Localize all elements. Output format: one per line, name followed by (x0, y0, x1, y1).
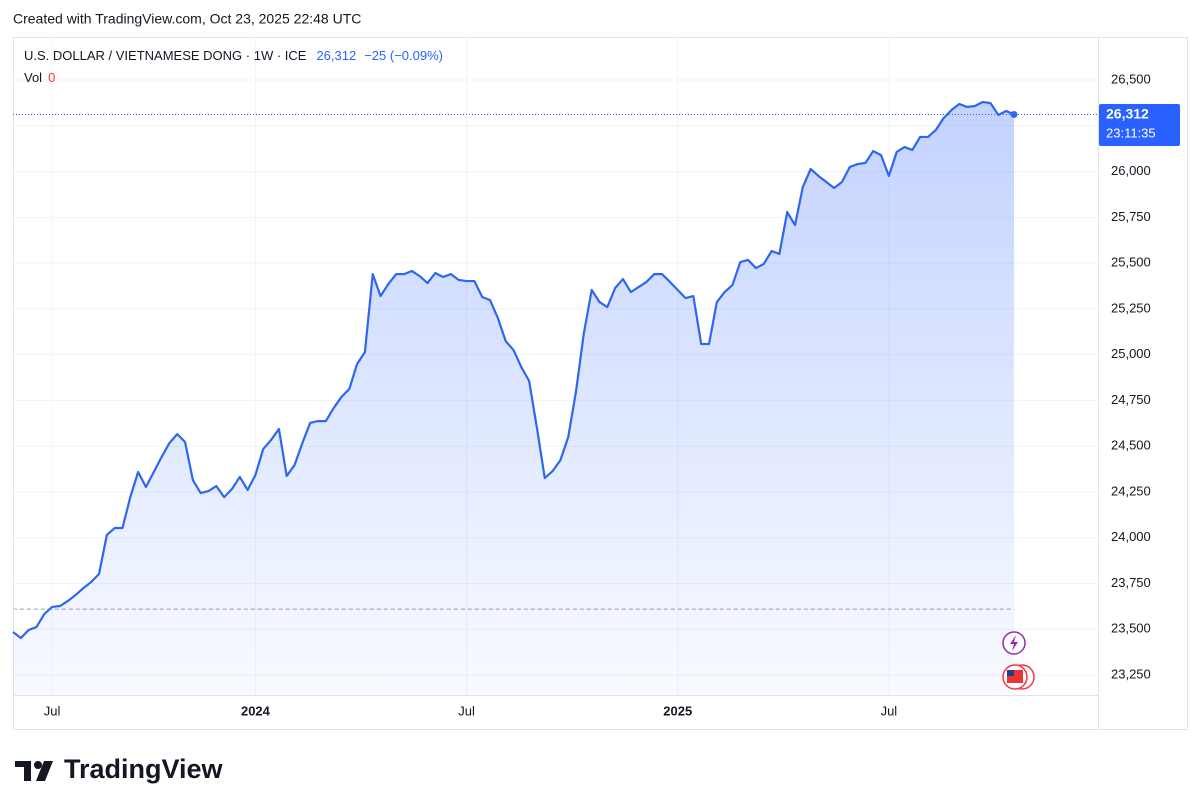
x-tick-label: Jul (881, 703, 898, 718)
badge-countdown: 23:11:35 (1106, 125, 1156, 140)
logo: TradingView (15, 754, 224, 784)
area-fill (13, 101, 1014, 696)
x-tick-label: 2025 (663, 703, 692, 718)
y-tick-label: 24,250 (1111, 483, 1151, 498)
y-tick-label: 26,500 (1111, 71, 1151, 86)
legend-line: U.S. DOLLAR / VIETNAMESE DONG · 1W · ICE… (24, 48, 443, 63)
price-badge (1099, 104, 1180, 146)
logo-mark-3 (36, 761, 53, 781)
y-tick-label: 25,750 (1111, 209, 1151, 224)
y-tick-label: 24,000 (1111, 529, 1151, 544)
logo-mark-2 (34, 761, 42, 769)
volume-legend: Vol 0 (24, 70, 55, 85)
x-tick-label: Jul (44, 703, 61, 718)
logo-mark-1 (15, 761, 31, 781)
y-tick-label: 24,500 (1111, 438, 1151, 453)
y-tick-label: 24,750 (1111, 392, 1151, 407)
badge-price: 26,312 (1106, 106, 1149, 122)
legend-price: 26,312 (316, 48, 356, 63)
y-tick-label: 25,500 (1111, 255, 1151, 270)
frame (13, 37, 1188, 730)
y-tick-label: 23,500 (1111, 621, 1151, 636)
volume-label: Vol (24, 70, 42, 85)
flag-canton (1007, 670, 1014, 676)
footer-logo-text: TradingView (64, 754, 224, 784)
x-tick-label: Jul (458, 703, 475, 718)
volume-value: 0 (48, 70, 55, 85)
y-tick-label: 23,750 (1111, 575, 1151, 590)
y-tick-label: 23,250 (1111, 666, 1151, 681)
price-line (12, 100, 1015, 640)
y-tick-label: 25,250 (1111, 300, 1151, 315)
last-price-dot (1010, 110, 1018, 118)
flash-icon (1010, 635, 1018, 651)
plot: 23,250 23,500 23,750 24,000 24,250 24,500 24,7… (12, 37, 1151, 718)
x-tick-label: 2024 (241, 703, 271, 718)
legend-change: −25 (−0.09%) (364, 48, 443, 63)
symbol-title: U.S. DOLLAR / VIETNAMESE DONG · 1W · ICE (24, 48, 307, 63)
header: Created with TradingView.com, Oct 23, 20… (13, 11, 361, 27)
y-tick-label: 26,000 (1111, 163, 1151, 178)
y-tick-label: 25,000 (1111, 346, 1151, 361)
